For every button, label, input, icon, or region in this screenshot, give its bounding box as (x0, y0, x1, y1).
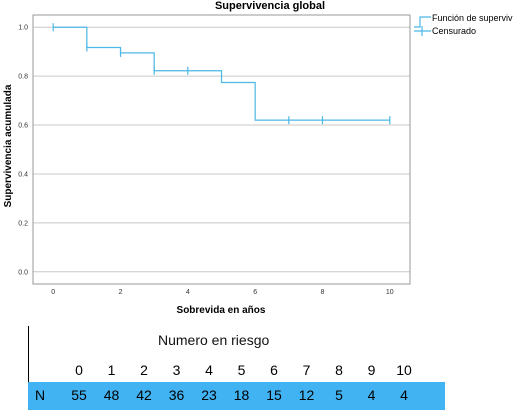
risk-count-value: 4 (400, 387, 408, 403)
risk-table: Numero en riesgo 0 1 2 3 4 5 6 7 8 9 10 N 55 48 42 36… (28, 326, 515, 412)
x-tick-label: 0 (51, 289, 55, 296)
risk-count-value: 15 (266, 387, 282, 403)
risk-count-value: 12 (298, 387, 315, 403)
survival-curve (53, 26, 390, 121)
y-tick-label: 0.4 (18, 171, 28, 178)
y-tick-label: 0.6 (18, 123, 28, 130)
risk-count-value: 36 (168, 387, 185, 403)
y-tick-label: 0.0 (18, 269, 28, 276)
risk-count-value: 42 (136, 387, 152, 403)
risk-time-label: 0 (75, 362, 83, 378)
risk-table-divider (28, 326, 29, 384)
risk-time-label: 7 (302, 362, 311, 378)
risk-count-value: 23 (201, 387, 217, 403)
x-tick-label: 6 (253, 289, 257, 296)
risk-counts-row: N 55 48 42 36 23 18 15 12 5 4 4 (28, 382, 445, 410)
risk-count-value: 48 (103, 387, 120, 403)
chart-title: Supervivencia global (215, 0, 325, 12)
plot-frame (32, 14, 411, 285)
x-tick-label: 8 (321, 289, 325, 296)
y-tick-labels: 0.0 0.2 0.4 0.6 0.8 1.0 (18, 25, 28, 277)
x-axis-label: Sobrevida en años (177, 305, 266, 316)
legend-survival-swatch (414, 16, 431, 28)
risk-time-label: 2 (140, 362, 148, 378)
legend: Función de superviv Censurado (414, 13, 513, 36)
x-tick-label: 2 (119, 289, 123, 296)
risk-time-label: 9 (367, 362, 376, 378)
risk-count-value: 5 (335, 387, 343, 403)
grid-lines (33, 26, 410, 273)
risk-time-label: 5 (237, 362, 246, 378)
risk-count-value: 18 (233, 387, 250, 403)
y-tick-label: 0.8 (18, 74, 28, 81)
y-tick-label: 0.2 (18, 220, 28, 227)
censor-marks (52, 23, 391, 125)
x-tick-labels: 0 2 4 6 8 10 (51, 289, 394, 296)
risk-time-label: 4 (205, 362, 213, 378)
y-tick-label: 1.0 (18, 25, 28, 32)
legend-survival-label: Función de superviv (432, 13, 513, 23)
risk-table-title: Numero en riesgo (158, 332, 270, 348)
risk-time-label: 6 (270, 362, 278, 378)
risk-times-row: 0 1 2 3 4 5 6 7 8 9 10 (28, 362, 515, 382)
survival-step-line (53, 26, 390, 121)
km-chart: Supervivencia global 0.00.20.40.60.81.0 … (3, 0, 513, 316)
risk-time-label: 1 (107, 362, 116, 378)
legend-censored-label: Censurado (432, 26, 476, 36)
risk-count-value: 55 (71, 387, 87, 403)
risk-row-label: N (34, 387, 46, 403)
x-tick-label: 4 (186, 289, 190, 296)
y-axis-label: Supervivencia acumulada (3, 84, 14, 207)
risk-time-label: 8 (335, 362, 343, 378)
risk-count-value: 4 (367, 387, 376, 403)
x-tick-label: 10 (386, 289, 394, 296)
risk-time-label: 10 (396, 362, 412, 378)
risk-time-label: 3 (172, 362, 181, 378)
